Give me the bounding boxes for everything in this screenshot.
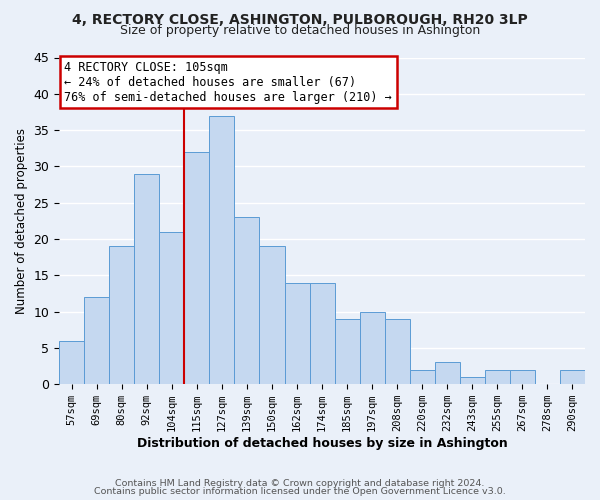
Bar: [510, 370, 535, 384]
Bar: [84, 297, 109, 384]
Bar: [160, 232, 184, 384]
Bar: [134, 174, 160, 384]
Bar: [435, 362, 460, 384]
Bar: [209, 116, 235, 384]
Bar: [460, 377, 485, 384]
Bar: [310, 282, 335, 384]
Y-axis label: Number of detached properties: Number of detached properties: [15, 128, 28, 314]
Text: Contains HM Land Registry data © Crown copyright and database right 2024.: Contains HM Land Registry data © Crown c…: [115, 478, 485, 488]
Bar: [359, 312, 385, 384]
Bar: [485, 370, 510, 384]
Bar: [385, 319, 410, 384]
Bar: [235, 217, 259, 384]
Bar: [109, 246, 134, 384]
Bar: [184, 152, 209, 384]
Text: Size of property relative to detached houses in Ashington: Size of property relative to detached ho…: [120, 24, 480, 37]
Bar: [335, 319, 359, 384]
Bar: [284, 282, 310, 384]
Bar: [410, 370, 435, 384]
X-axis label: Distribution of detached houses by size in Ashington: Distribution of detached houses by size …: [137, 437, 508, 450]
Bar: [59, 340, 84, 384]
Text: Contains public sector information licensed under the Open Government Licence v3: Contains public sector information licen…: [94, 487, 506, 496]
Text: 4, RECTORY CLOSE, ASHINGTON, PULBOROUGH, RH20 3LP: 4, RECTORY CLOSE, ASHINGTON, PULBOROUGH,…: [72, 12, 528, 26]
Bar: [560, 370, 585, 384]
Text: 4 RECTORY CLOSE: 105sqm
← 24% of detached houses are smaller (67)
76% of semi-de: 4 RECTORY CLOSE: 105sqm ← 24% of detache…: [64, 61, 392, 104]
Bar: [259, 246, 284, 384]
